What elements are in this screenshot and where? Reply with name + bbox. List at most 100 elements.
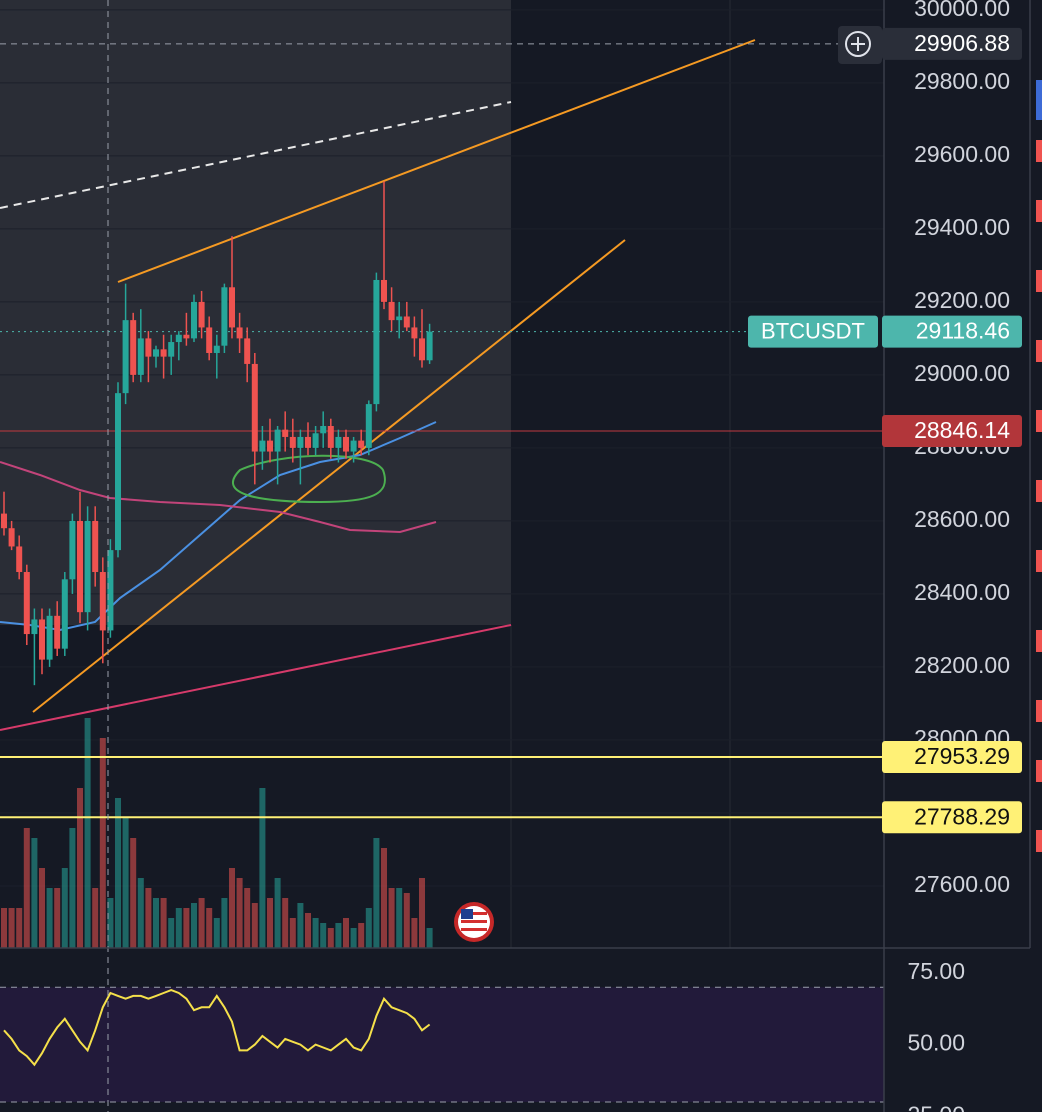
rsi-tick-label: 25.00 bbox=[907, 1101, 965, 1112]
candle-body bbox=[61, 579, 68, 649]
candle-body bbox=[343, 436, 349, 452]
rsi-line bbox=[3, 989, 431, 1067]
y-tick-label: 29200.00 bbox=[914, 287, 1010, 313]
candle-body bbox=[289, 436, 296, 448]
volume-bar bbox=[365, 908, 372, 948]
y-tick-label: 28400.00 bbox=[914, 579, 1010, 605]
candle-body bbox=[39, 619, 45, 660]
rsi-tick-label: 50.00 bbox=[907, 1030, 965, 1056]
volume-bar bbox=[320, 923, 327, 948]
volume-bar bbox=[335, 923, 342, 948]
volume-bar bbox=[122, 818, 129, 948]
y-tick-label: 29400.00 bbox=[914, 214, 1010, 240]
add-alert-button[interactable] bbox=[838, 26, 882, 64]
volume-bar bbox=[236, 878, 243, 948]
candle-body bbox=[145, 338, 152, 357]
price-badge bbox=[882, 27, 1022, 60]
candle-body bbox=[358, 440, 365, 448]
trendline-lower bbox=[32, 239, 626, 713]
trendline-upper bbox=[117, 39, 756, 283]
candle-body bbox=[350, 440, 357, 452]
candle-body bbox=[320, 425, 327, 434]
candle-body bbox=[373, 279, 380, 405]
price-badge bbox=[882, 315, 1022, 348]
y-tick-label: 28200.00 bbox=[914, 652, 1010, 678]
candle-body bbox=[99, 572, 106, 631]
volume-bar bbox=[274, 878, 281, 948]
volume-bar bbox=[419, 878, 425, 948]
candle-body bbox=[54, 615, 61, 649]
volume-bar bbox=[115, 798, 121, 948]
volume-bar bbox=[39, 868, 45, 948]
candle-body bbox=[84, 520, 91, 613]
candle-body bbox=[381, 279, 387, 302]
volume-bar bbox=[358, 923, 365, 948]
y-tick-label: 29800.00 bbox=[914, 68, 1010, 94]
candle-body bbox=[168, 342, 175, 357]
volume-bar bbox=[175, 908, 182, 948]
volume-bar bbox=[206, 908, 213, 948]
price-badge bbox=[882, 801, 1022, 834]
price-badge-label: 27953.29 bbox=[914, 743, 1010, 769]
volume-bar bbox=[153, 898, 159, 948]
rsi-band bbox=[0, 987, 884, 1102]
volume-bar bbox=[327, 928, 334, 948]
volume-bar bbox=[213, 918, 220, 948]
candle-body bbox=[46, 615, 53, 660]
candle-body bbox=[137, 338, 144, 375]
candle-body bbox=[175, 334, 182, 343]
price-badge-label: 29118.46 bbox=[916, 318, 1010, 344]
candle-body bbox=[122, 320, 129, 394]
candle-body bbox=[267, 440, 273, 452]
volume-bar bbox=[145, 888, 152, 948]
volume-bar bbox=[84, 718, 91, 948]
candle-body bbox=[130, 320, 137, 375]
candle-body bbox=[244, 338, 251, 364]
candle-body bbox=[365, 404, 372, 448]
candle-body bbox=[335, 436, 342, 448]
economic-event-flag[interactable] bbox=[454, 902, 494, 942]
symbol-badge bbox=[748, 315, 878, 348]
volume-bar bbox=[168, 918, 175, 948]
volume-bar bbox=[130, 838, 137, 948]
volume bbox=[1, 718, 433, 948]
volume-bar bbox=[69, 828, 76, 948]
volume-bar bbox=[107, 898, 114, 948]
channel-line bbox=[0, 624, 512, 731]
volume-bar bbox=[267, 898, 273, 948]
candle-body bbox=[305, 436, 311, 448]
y-tick-label: 29000.00 bbox=[914, 360, 1010, 386]
candle-body bbox=[23, 572, 30, 635]
volume-bar bbox=[31, 838, 38, 948]
volume-bar bbox=[312, 918, 319, 948]
candle-body bbox=[396, 316, 403, 321]
candle-body bbox=[8, 528, 15, 547]
volume-bar bbox=[381, 848, 387, 948]
candle-body bbox=[1, 513, 7, 529]
volume-bar bbox=[221, 898, 228, 948]
price-badge-label: 28846.14 bbox=[914, 417, 1010, 443]
price-badges: 29906.88 29118.46 BTCUSDT 28846.14 27953.29 2… bbox=[748, 27, 1022, 834]
candle-body bbox=[183, 334, 190, 339]
volume-bar bbox=[289, 918, 296, 948]
candle-body bbox=[191, 301, 197, 339]
y-tick-label: 28600.00 bbox=[914, 506, 1010, 532]
candle-body bbox=[92, 520, 99, 573]
volume-bar bbox=[411, 918, 418, 948]
candle-body bbox=[282, 429, 289, 437]
candle-body bbox=[221, 287, 228, 346]
volume-bar bbox=[1, 908, 7, 948]
volume-bar bbox=[244, 888, 251, 948]
levels bbox=[0, 43, 884, 819]
highlight-zone bbox=[0, 0, 511, 625]
volume-bar bbox=[305, 913, 311, 948]
volume-bar bbox=[403, 893, 410, 948]
moving-average-slow bbox=[0, 461, 437, 534]
price-badge-label: 27788.29 bbox=[914, 803, 1010, 829]
candle-body bbox=[229, 287, 235, 328]
rsi-tick-label: 75.00 bbox=[907, 958, 965, 984]
candle-body bbox=[419, 338, 425, 361]
candle-body bbox=[297, 436, 304, 448]
candle-body bbox=[160, 349, 167, 357]
